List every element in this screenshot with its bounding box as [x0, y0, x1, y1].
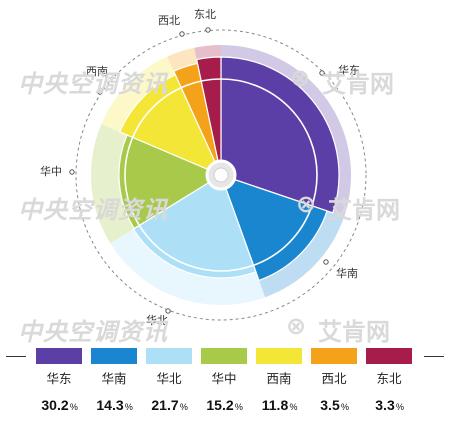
legend-name-6: 西北: [321, 371, 347, 386]
slice-4: [118, 134, 223, 230]
region-dot-4: [69, 169, 75, 175]
legend-value-5: 11.8: [262, 397, 289, 413]
legend-unit-5: %: [289, 402, 297, 412]
legend-swatch-2: [91, 348, 137, 364]
region-label-7: 东北: [194, 8, 216, 21]
legend-swatch-5: [256, 348, 302, 364]
hub-inner: [213, 167, 229, 183]
legend-swatch-3: [146, 348, 192, 364]
legend-unit-1: %: [70, 402, 78, 412]
region-label-6: 西北: [158, 14, 180, 27]
slice-5: [118, 74, 223, 177]
region-dot-7: [205, 27, 211, 33]
legend-value-2: 14.3: [96, 397, 123, 413]
legend-swatch-1: [36, 348, 82, 364]
slice-7: [195, 56, 222, 176]
legend-unit-2: %: [125, 402, 133, 412]
legend-rule-right: [424, 356, 444, 357]
legend-value-3: 21.7: [151, 397, 178, 413]
legend-name-2: 华南: [101, 371, 126, 386]
region-label-5: 西南: [86, 65, 108, 78]
legend-name-7: 东北: [376, 371, 402, 386]
region-label-1: 华东: [338, 63, 360, 77]
legend-rule-left: [6, 356, 26, 357]
inner-ring: [124, 78, 318, 272]
outer-dashed-circle: [75, 29, 367, 321]
region-dot-2: [323, 259, 329, 265]
legend-name-3: 华北: [156, 371, 182, 386]
legend-unit-3: %: [180, 402, 188, 412]
legend-swatch-7: [366, 348, 412, 364]
region-dot-5: [97, 89, 103, 95]
legend-unit-6: %: [341, 402, 349, 412]
region-label-2: 华南: [336, 266, 358, 280]
region-label-4: 华中: [40, 164, 62, 178]
legend-value-1: 30.2: [41, 397, 68, 413]
legend-swatch-4: [201, 348, 247, 364]
legend-name-4: 华中: [211, 371, 236, 386]
legend-value-7: 3.3: [375, 397, 395, 413]
region-dot-6: [179, 31, 185, 37]
legend-swatch-6: [311, 348, 357, 364]
legend-unit-7: %: [396, 402, 404, 412]
region-dot-1: [319, 70, 325, 76]
region-dot-3: [165, 308, 171, 314]
region-label-3: 华北: [146, 313, 168, 327]
legend-name-5: 西南: [266, 371, 291, 386]
slice-2: [220, 174, 328, 282]
slice-1: [220, 56, 340, 214]
legend-value-6: 3.5: [320, 397, 340, 413]
legend-name-1: 华东: [46, 371, 71, 386]
legend-value-4: 15.2: [206, 397, 233, 413]
legend-unit-4: %: [235, 402, 243, 412]
